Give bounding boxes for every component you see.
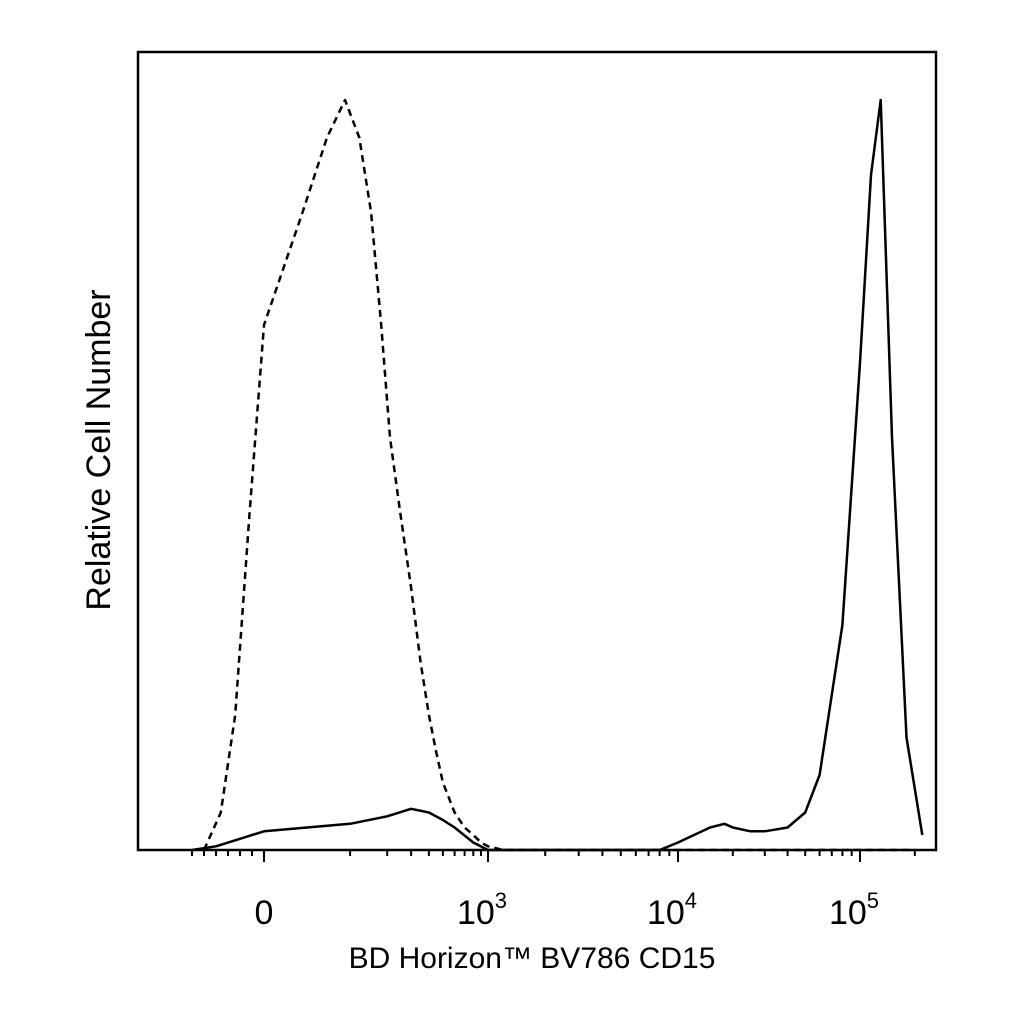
y-axis-label: Relative Cell Number xyxy=(80,289,118,610)
x-axis-tick-labels: 0 103 104 105 xyxy=(255,888,880,932)
x-tick-label: 0 xyxy=(255,894,274,932)
series-layer xyxy=(191,98,924,852)
x-tick-exponent: 3 xyxy=(495,888,507,913)
x-axis-ticks xyxy=(191,850,916,862)
x-tick-exponent: 4 xyxy=(685,888,697,913)
x-tick-label: 103 xyxy=(457,888,507,932)
plot-frame xyxy=(136,50,938,852)
x-tick-label: 105 xyxy=(829,888,879,932)
series-line-solid xyxy=(191,98,924,852)
x-tick-label: 104 xyxy=(647,888,697,932)
x-axis-label: BD Horizon™ BV786 CD15 xyxy=(349,942,716,975)
series-line-dashed xyxy=(202,98,915,852)
x-tick-exponent: 5 xyxy=(867,888,879,913)
